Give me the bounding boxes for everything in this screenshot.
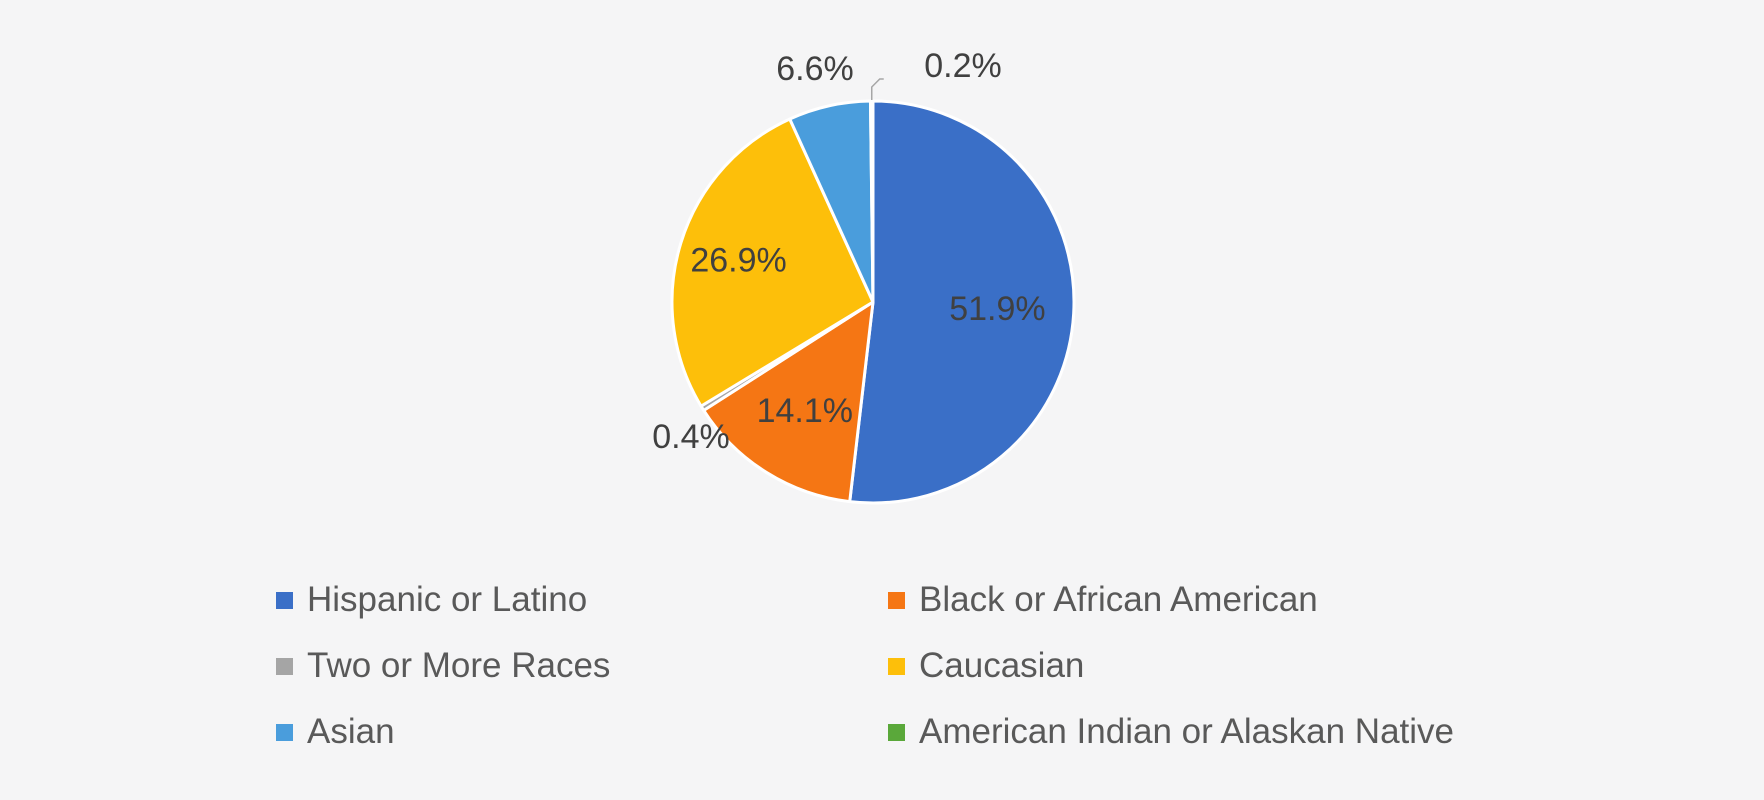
legend-swatch-hispanic-or-latino (276, 591, 293, 609)
data-labels: 51.9% 14.1% 0.4% 26.9% 6.6% 0.2% (652, 47, 1045, 456)
pie-slices (670, 99, 1076, 505)
legend-item-caucasian: Caucasian (888, 644, 1500, 688)
pie-chart-svg: 51.9% 14.1% 0.4% 26.9% 6.6% 0.2% (652, 47, 1076, 505)
legend-label-american-indian-or-alaskan-native: American Indian or Alaskan Native (919, 712, 1454, 751)
legend-swatch-american-indian-or-alaskan-native (888, 723, 905, 741)
legend-swatch-black-or-african-american (888, 591, 905, 609)
data-label-black-or-african-american: 14.1% (757, 392, 853, 430)
pie-slice-hispanic-or-latino (848, 99, 1076, 505)
legend-label-hispanic-or-latino: Hispanic or Latino (307, 580, 588, 619)
legend-item-american-indian-or-alaskan-native: American Indian or Alaskan Native (888, 710, 1500, 754)
data-label-caucasian: 26.9% (690, 241, 786, 279)
data-label-two-or-more-races: 0.4% (652, 418, 730, 456)
pie-slice-black-or-african-american (702, 300, 875, 504)
legend-item-hispanic-or-latino: Hispanic or Latino (276, 578, 888, 622)
legend-swatch-asian (276, 723, 293, 741)
data-label-asian: 6.6% (776, 50, 854, 88)
legend: Hispanic or Latino Black or African Ameri… (276, 578, 1576, 754)
data-label-american-indian-or-alaskan-native: 0.2% (924, 47, 1002, 85)
legend-label-asian: Asian (307, 712, 395, 751)
legend-item-asian: Asian (276, 710, 888, 754)
legend-swatch-caucasian (888, 657, 905, 675)
pie-slice-american-indian-or-alaskan-native (868, 99, 875, 304)
legend-label-black-or-african-american: Black or African American (919, 580, 1318, 619)
leader-line-american-indian-or-alaskan-native (870, 78, 884, 101)
legend-item-black-or-african-american: Black or African American (888, 578, 1500, 622)
data-label-hispanic-or-latino: 51.9% (949, 290, 1045, 328)
legend-label-two-or-more-races: Two or More Races (307, 646, 611, 685)
legend-item-two-or-more-races: Two or More Races (276, 644, 888, 688)
pie-slice-caucasian (670, 117, 875, 408)
legend-label-caucasian: Caucasian (919, 646, 1085, 685)
legend-swatch-two-or-more-races (276, 657, 293, 675)
leader-lines (870, 78, 884, 101)
